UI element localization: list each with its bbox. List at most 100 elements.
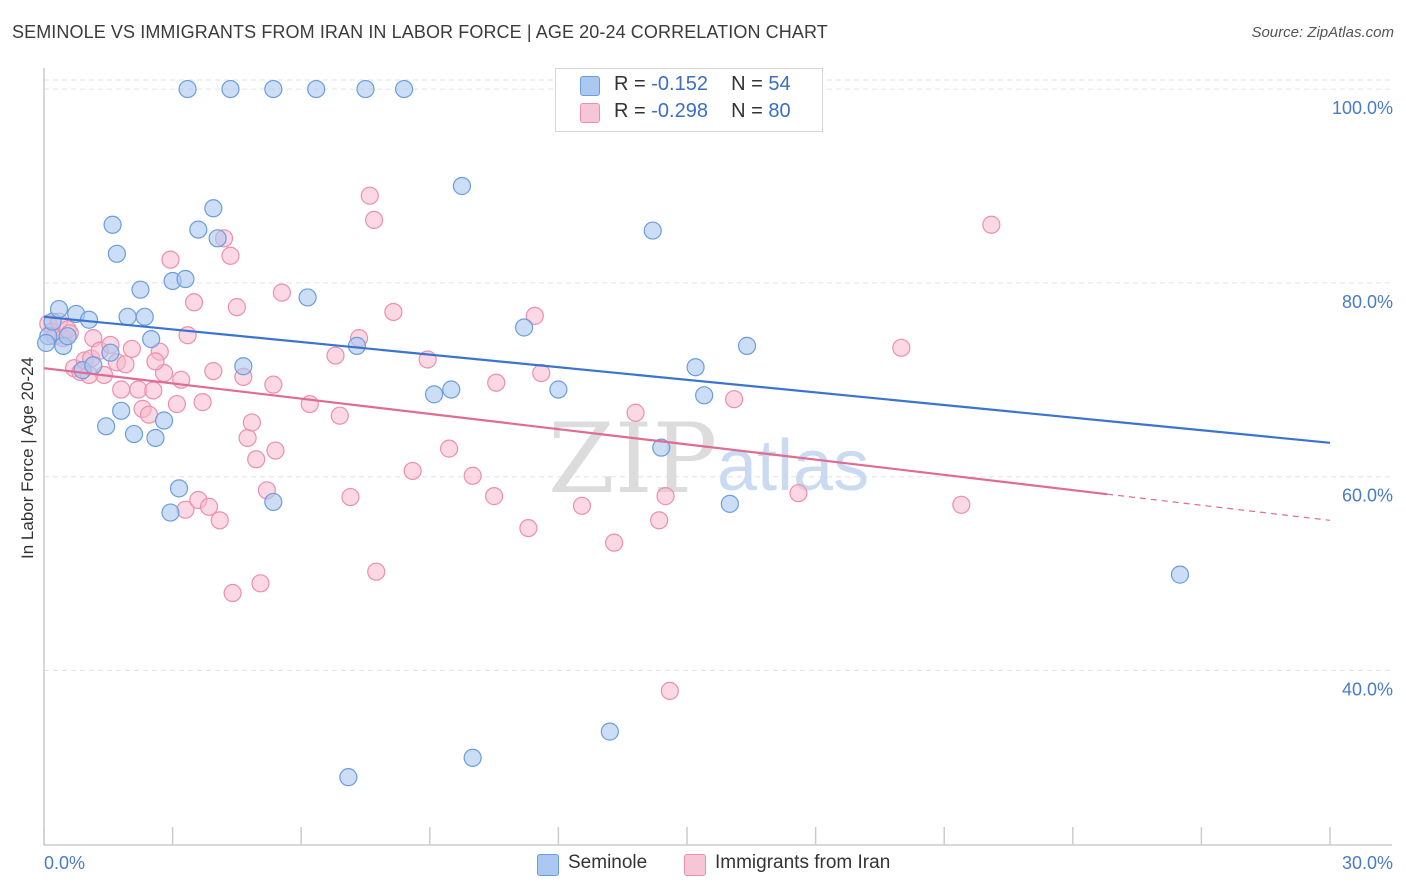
seminole-point — [208, 229, 227, 248]
iran-point — [656, 487, 675, 506]
iran-point — [184, 293, 204, 312]
iran-point — [519, 518, 538, 538]
watermark-zip: ZIP — [548, 403, 717, 515]
seminole-point — [463, 748, 482, 767]
watermark: ZIP atlas — [548, 403, 869, 515]
seminole-points — [37, 79, 1190, 787]
seminole-point — [515, 318, 534, 337]
iran-legend-label: Immigrants from Iran — [715, 852, 891, 873]
seminole-point — [161, 503, 180, 522]
n-value-iran: 80 — [768, 100, 791, 122]
seminole-point — [221, 79, 240, 99]
seminole-point — [652, 438, 671, 457]
seminole-point — [131, 280, 150, 299]
seminole-point — [424, 385, 444, 404]
seminole-point — [549, 380, 568, 399]
n-value-seminole: 54 — [768, 73, 791, 95]
seminole-point — [146, 428, 165, 448]
iran-point — [223, 583, 242, 603]
seminole-point — [112, 401, 131, 420]
iran-point — [264, 375, 283, 394]
r-value-iran: -0.298 — [651, 100, 708, 122]
seminole-point — [37, 333, 56, 353]
iran-point — [360, 186, 379, 205]
iran-point — [266, 441, 285, 460]
iran-point — [982, 215, 1001, 234]
seminole-point — [442, 380, 461, 399]
iran-point — [146, 352, 165, 371]
x-tick-label-max: 30.0% — [1342, 853, 1393, 873]
iran-point — [605, 533, 624, 552]
iran-point — [221, 246, 240, 265]
seminole-point — [298, 288, 317, 307]
seminole-point — [97, 417, 116, 436]
y-tick-label: 40.0% — [1342, 680, 1393, 700]
seminole-point — [178, 79, 197, 99]
iran-legend-swatch — [684, 854, 706, 876]
iran-point — [403, 461, 422, 481]
seminole-legend-label: Seminole — [568, 852, 648, 873]
seminole-point — [643, 221, 662, 240]
iran-point — [650, 511, 669, 530]
y-axis-label: In Labor Force | Age 20-24 — [18, 357, 37, 559]
seminole-point — [600, 722, 619, 741]
r-label: R = — [614, 100, 646, 122]
iran-trendline-extension — [1107, 493, 1331, 521]
iran-point — [525, 306, 544, 325]
correlation-legend: R = -0.152 N = 54 R = -0.298 N = 80 — [555, 68, 823, 132]
iran-point — [199, 497, 219, 516]
seminole-point — [58, 327, 77, 346]
iran-point — [626, 403, 645, 422]
seminole-point — [1170, 565, 1190, 584]
iran-point — [272, 283, 292, 302]
chart-title: SEMINOLE VS IMMIGRANTS FROM IRAN IN LABO… — [12, 22, 828, 42]
iran-point — [242, 413, 262, 432]
seminole-point — [720, 494, 739, 513]
iran-trendline — [43, 367, 1108, 496]
iran-point — [247, 450, 266, 469]
iran-point — [112, 380, 131, 399]
iran-point — [330, 406, 349, 425]
seminole-point — [339, 768, 358, 787]
iran-point — [952, 495, 971, 514]
r-label: R = — [614, 73, 646, 95]
iran-point — [116, 355, 135, 374]
seminole-point — [394, 79, 414, 99]
tick-labels: 40.0% 60.0% 80.0% 100.0% 0.0% 30.0% — [44, 98, 1393, 873]
iran-point — [725, 390, 744, 409]
seminole-point — [124, 424, 144, 444]
iran-point — [341, 487, 360, 507]
seminole-point — [176, 269, 195, 289]
seminole-point — [189, 220, 208, 239]
seminole-point — [234, 357, 253, 376]
iran-swatch — [580, 103, 600, 123]
iran-point — [144, 381, 163, 400]
seminole-point — [154, 411, 174, 430]
seminole-point — [135, 307, 154, 326]
iran-point — [161, 250, 180, 269]
seminole-swatch — [580, 76, 600, 96]
seminole-point — [264, 79, 283, 99]
seminole-trendline — [43, 315, 1331, 444]
n-label: N = — [731, 100, 763, 122]
seminole-legend-swatch — [537, 854, 559, 876]
seminole-point — [695, 386, 714, 405]
seminole-point — [307, 79, 326, 99]
iran-point — [251, 574, 270, 593]
iran-point — [439, 439, 459, 458]
iran-point — [487, 373, 506, 392]
iran-point — [227, 298, 246, 317]
seminole-point — [452, 176, 472, 196]
iran-point — [463, 466, 482, 485]
iran-point — [892, 338, 911, 357]
iran-point — [122, 339, 141, 358]
y-tick-label: 80.0% — [1342, 292, 1393, 312]
iran-point — [204, 361, 223, 381]
seminole-point — [264, 492, 283, 512]
r-value-seminole: -0.152 — [651, 73, 708, 95]
iran-point — [238, 428, 257, 448]
axes — [43, 68, 1392, 846]
iran-point — [326, 346, 345, 365]
seminole-point — [84, 356, 103, 375]
